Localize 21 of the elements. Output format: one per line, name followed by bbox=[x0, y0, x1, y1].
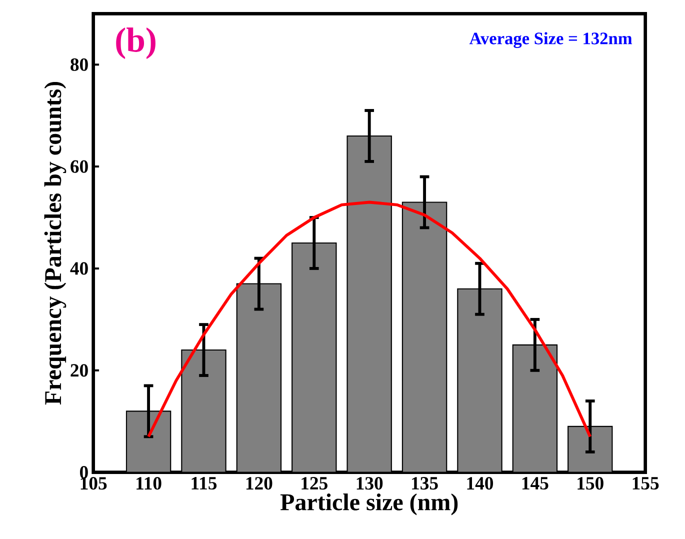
x-tick-label: 145 bbox=[522, 477, 548, 490]
x-tick-label: 150 bbox=[578, 477, 604, 490]
x-tick-label: 140 bbox=[467, 477, 494, 490]
x-axis-title: Particle size (nm) bbox=[280, 493, 458, 516]
x-tick-label: 135 bbox=[412, 477, 438, 490]
y-tick-label: 80 bbox=[70, 58, 88, 71]
x-tick-label: 120 bbox=[246, 477, 272, 490]
x-tick-label: 115 bbox=[192, 477, 217, 490]
x-tick-label: 130 bbox=[356, 477, 383, 490]
x-tick-label: 125 bbox=[302, 477, 328, 490]
y-tick-label: 40 bbox=[70, 262, 88, 275]
line-series bbox=[147, 200, 592, 438]
y-tick-label: 0 bbox=[80, 466, 88, 479]
x-tick-label: 110 bbox=[136, 477, 162, 490]
annotation: Average Size = 132nm bbox=[469, 32, 632, 48]
y-tick-label: 60 bbox=[70, 160, 88, 173]
x-tick-label: 105 bbox=[80, 477, 107, 490]
annotation: (b) bbox=[116, 28, 156, 59]
y-tick-label: 20 bbox=[70, 364, 88, 377]
x-tick-label: 155 bbox=[632, 477, 659, 490]
y-axis-title: Frequency (Particles by counts) bbox=[44, 82, 66, 405]
